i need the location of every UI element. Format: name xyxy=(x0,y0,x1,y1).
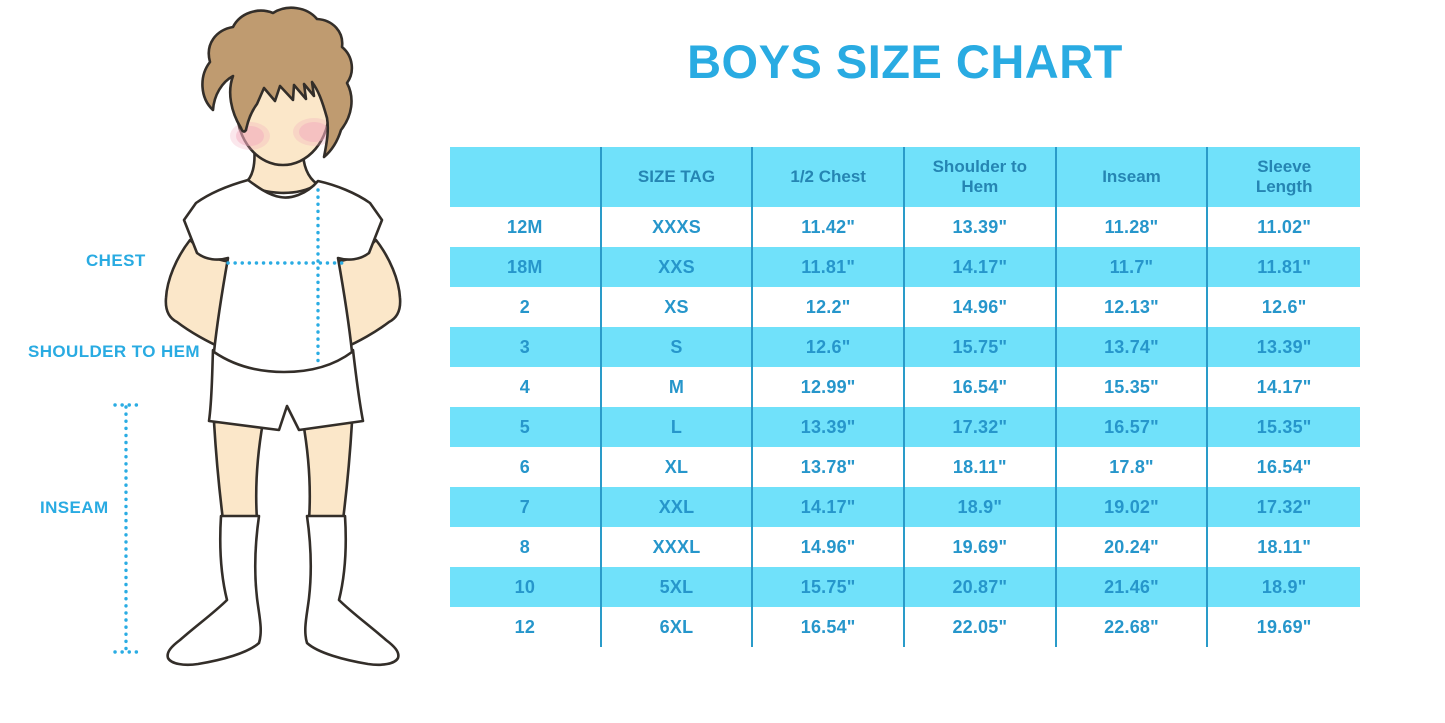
table-cell: 18.11" xyxy=(905,447,1057,487)
table-cell: 21.46" xyxy=(1056,567,1209,607)
size-row-label-cell: 6 xyxy=(450,447,602,487)
table-cell: 17.32" xyxy=(905,407,1057,447)
table-cell: 14.96" xyxy=(753,527,905,567)
chest-label: CHEST xyxy=(86,251,146,270)
boy-shirt xyxy=(182,178,384,374)
header-cell: Inseam xyxy=(1056,147,1209,207)
table-cell: 15.75" xyxy=(753,567,905,607)
header-cell: SIZE TAG xyxy=(601,147,754,207)
table-cell: 16.54" xyxy=(1208,447,1360,487)
table-cell: 14.17" xyxy=(905,247,1057,287)
table-cell: XXS xyxy=(601,247,754,287)
size-row-label-cell: 4 xyxy=(450,367,602,407)
table-cell: 12.99" xyxy=(753,367,905,407)
table-cell: 15.35" xyxy=(1056,367,1209,407)
header-cell: Shoulder to Hem xyxy=(905,147,1057,207)
table-cell: XL xyxy=(601,447,754,487)
table-cell: 19.69" xyxy=(905,527,1057,567)
table-cell: 16.54" xyxy=(905,367,1057,407)
header-cell xyxy=(450,147,602,207)
table-cell: 5XL xyxy=(601,567,754,607)
header-cell: Sleeve Length xyxy=(1208,147,1360,207)
figure-area: CHEST SHOULDER TO HEM INSEAM xyxy=(0,0,450,723)
boy-left-sock xyxy=(166,514,262,667)
boy-right-sock xyxy=(304,514,400,667)
table-cell: 12.6" xyxy=(753,327,905,367)
boy-hair xyxy=(201,6,354,159)
table-cell: 16.54" xyxy=(753,607,905,647)
table-cell: 11.28" xyxy=(1056,207,1209,247)
size-chart-table: SIZE TAG 1/2 Chest Shoulder to Hem Inseam Sl… xyxy=(450,147,1360,647)
table-cell: 11.02" xyxy=(1208,207,1360,247)
size-row-label-cell: 12M xyxy=(450,207,602,247)
size-row-label-cell: 2 xyxy=(450,287,602,327)
table-cell: M xyxy=(601,367,754,407)
table-cell: 15.35" xyxy=(1208,407,1360,447)
size-row-label-cell: 7 xyxy=(450,487,602,527)
table-cell: 13.74" xyxy=(1056,327,1209,367)
size-row-label-cell: 5 xyxy=(450,407,602,447)
size-row-label-cell: 10 xyxy=(450,567,602,607)
table-cell: 12.6" xyxy=(1208,287,1360,327)
size-row-label-cell: 8 xyxy=(450,527,602,567)
boy-left-thigh xyxy=(212,420,265,522)
table-cell: 18.9" xyxy=(1208,567,1360,607)
table-cell: 13.78" xyxy=(753,447,905,487)
table-cell: L xyxy=(601,407,754,447)
table-cell: 15.75" xyxy=(905,327,1057,367)
table-cell: 20.24" xyxy=(1056,527,1209,567)
table-cell: 20.87" xyxy=(905,567,1057,607)
table-cell: 14.17" xyxy=(753,487,905,527)
table-cell: 12.13" xyxy=(1056,287,1209,327)
table-cell: S xyxy=(601,327,754,367)
table-cell: XS xyxy=(601,287,754,327)
table-cell: XXL xyxy=(601,487,754,527)
page-title: BOYS SIZE CHART xyxy=(687,35,1123,88)
table-cell: 18.11" xyxy=(1208,527,1360,567)
table-cell: 22.05" xyxy=(905,607,1057,647)
size-row-label-cell: 18M xyxy=(450,247,602,287)
table-cell: 11.7" xyxy=(1056,247,1209,287)
size-row-label-cell: 3 xyxy=(450,327,602,367)
table-cell: 11.81" xyxy=(1208,247,1360,287)
table-cell: 13.39" xyxy=(753,407,905,447)
table-cell: 12.2" xyxy=(753,287,905,327)
table-cell: 17.8" xyxy=(1056,447,1209,487)
table-cell: 22.68" xyxy=(1056,607,1209,647)
table-cell: XXXL xyxy=(601,527,754,567)
table-cell: 14.96" xyxy=(905,287,1057,327)
inseam-label: INSEAM xyxy=(40,498,109,517)
size-row-label-cell: 12 xyxy=(450,607,602,647)
boy-shorts xyxy=(207,348,365,432)
boy-illustration xyxy=(113,6,402,667)
table-cell: 14.17" xyxy=(1208,367,1360,407)
table-cell: 18.9" xyxy=(905,487,1057,527)
table-cell: 11.42" xyxy=(753,207,905,247)
table-cell: 13.39" xyxy=(905,207,1057,247)
table-cell: 11.81" xyxy=(753,247,905,287)
boy-right-thigh xyxy=(301,420,354,522)
table-cell: 13.39" xyxy=(1208,327,1360,367)
table-cell: 16.57" xyxy=(1056,407,1209,447)
table-cell: 17.32" xyxy=(1208,487,1360,527)
table-cell: 19.69" xyxy=(1208,607,1360,647)
table-cell: 19.02" xyxy=(1056,487,1209,527)
shoulder-to-hem-label: SHOULDER TO HEM xyxy=(28,342,200,361)
table-cell: 6XL xyxy=(601,607,754,647)
table-cell: XXXS xyxy=(601,207,754,247)
header-cell: 1/2 Chest xyxy=(753,147,905,207)
